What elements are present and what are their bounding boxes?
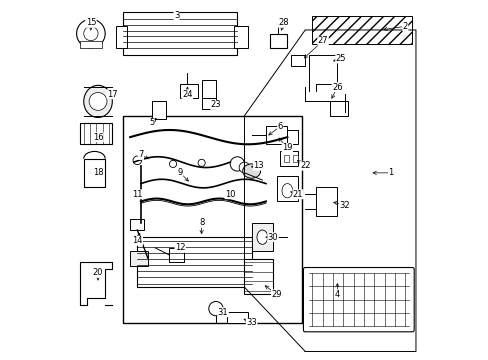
- Bar: [123, 116, 301, 323]
- Bar: [280, 152, 298, 166]
- Bar: [315, 187, 337, 216]
- Text: 20: 20: [93, 268, 103, 277]
- Bar: [123, 12, 237, 55]
- Ellipse shape: [257, 230, 267, 244]
- Ellipse shape: [83, 85, 112, 117]
- Text: 10: 10: [224, 190, 235, 199]
- Bar: [283, 155, 288, 162]
- Ellipse shape: [242, 164, 260, 178]
- Ellipse shape: [89, 93, 107, 111]
- Text: 15: 15: [85, 18, 96, 27]
- Text: 22: 22: [299, 161, 310, 170]
- Bar: [116, 26, 126, 48]
- Bar: [83, 158, 105, 187]
- Text: 23: 23: [210, 100, 221, 109]
- Bar: [137, 237, 251, 287]
- Text: 28: 28: [278, 18, 288, 27]
- Text: 33: 33: [246, 318, 257, 327]
- Bar: [269, 33, 287, 48]
- Text: 4: 4: [334, 290, 339, 299]
- Text: 29: 29: [271, 290, 281, 299]
- Bar: [290, 55, 305, 66]
- Text: 24: 24: [182, 90, 192, 99]
- Text: 6: 6: [277, 122, 283, 131]
- Text: 18: 18: [93, 168, 103, 177]
- Bar: [226, 312, 247, 323]
- Bar: [251, 223, 272, 251]
- Text: 27: 27: [317, 36, 328, 45]
- Bar: [80, 41, 102, 48]
- Text: 12: 12: [175, 243, 185, 252]
- Text: 8: 8: [199, 219, 204, 228]
- Bar: [287, 130, 298, 144]
- Text: 19: 19: [282, 143, 292, 152]
- Ellipse shape: [208, 301, 223, 316]
- Ellipse shape: [169, 160, 176, 167]
- Text: 26: 26: [331, 83, 342, 92]
- Ellipse shape: [77, 19, 105, 48]
- Ellipse shape: [230, 157, 244, 171]
- Bar: [80, 123, 112, 144]
- Bar: [276, 176, 298, 202]
- Ellipse shape: [282, 184, 292, 198]
- Text: 3: 3: [174, 11, 179, 20]
- Text: 17: 17: [107, 90, 118, 99]
- Bar: [265, 126, 287, 144]
- Text: 1: 1: [387, 168, 393, 177]
- Bar: [130, 251, 148, 266]
- Text: 7: 7: [138, 150, 143, 159]
- Text: 21: 21: [292, 190, 303, 199]
- Bar: [292, 155, 298, 162]
- Ellipse shape: [239, 162, 249, 173]
- Text: 30: 30: [267, 233, 278, 242]
- Text: 13: 13: [253, 161, 264, 170]
- Text: 32: 32: [339, 201, 349, 210]
- Bar: [312, 16, 411, 44]
- Text: 11: 11: [132, 190, 142, 199]
- Text: 9: 9: [177, 168, 183, 177]
- Bar: [169, 248, 183, 262]
- Bar: [151, 102, 165, 119]
- Text: 2: 2: [402, 22, 407, 31]
- Text: 14: 14: [132, 236, 142, 245]
- Bar: [180, 84, 198, 98]
- Bar: [201, 80, 216, 98]
- Text: 25: 25: [335, 54, 346, 63]
- Ellipse shape: [133, 156, 142, 165]
- Bar: [233, 26, 247, 48]
- FancyBboxPatch shape: [303, 267, 413, 332]
- Bar: [329, 102, 347, 116]
- Ellipse shape: [198, 159, 205, 166]
- Text: 31: 31: [217, 308, 228, 317]
- Bar: [244, 258, 272, 294]
- Text: 5: 5: [149, 118, 154, 127]
- Ellipse shape: [83, 26, 98, 41]
- Bar: [130, 219, 144, 230]
- Text: 16: 16: [93, 132, 103, 141]
